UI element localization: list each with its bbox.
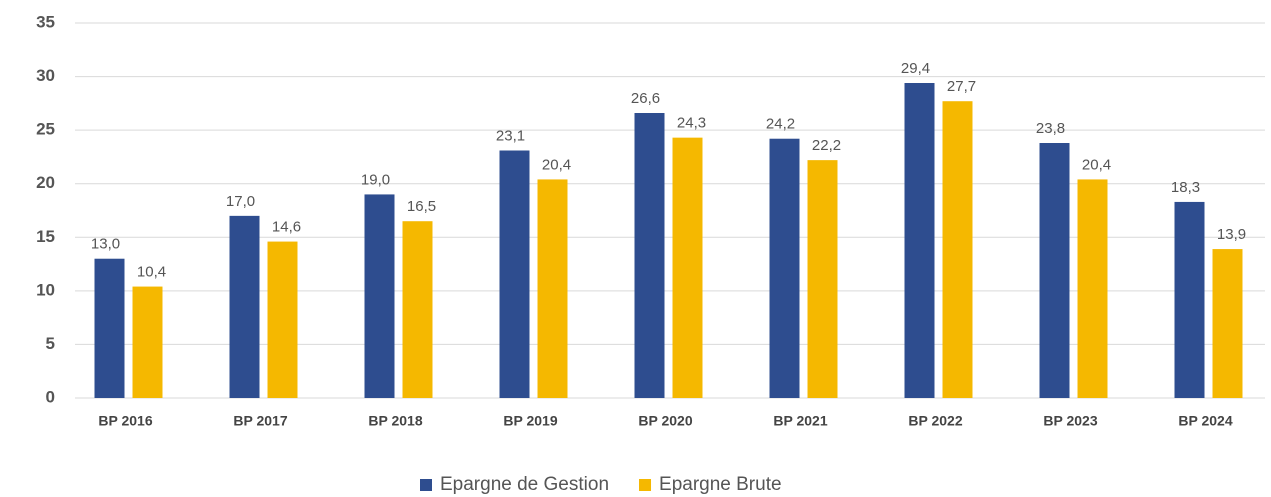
value-label: 10,4	[137, 264, 166, 281]
legend-swatch	[639, 479, 652, 491]
bar	[1039, 143, 1070, 398]
value-label: 18,3	[1171, 179, 1200, 196]
bar	[1212, 249, 1243, 398]
bar	[499, 150, 530, 398]
value-label: 20,4	[1082, 156, 1111, 173]
bar	[132, 286, 163, 398]
value-label: 23,8	[1036, 120, 1065, 137]
value-label: 17,0	[226, 193, 255, 210]
x-tick-label: BP 2019	[503, 413, 557, 429]
y-tick-label: 25	[36, 120, 55, 139]
bar	[229, 215, 260, 398]
bar	[1174, 201, 1205, 398]
legend-label: Epargne de Gestion	[440, 474, 609, 495]
bar	[672, 137, 703, 398]
value-label: 19,0	[361, 171, 390, 188]
bar	[1077, 179, 1108, 398]
y-tick-label: 20	[36, 173, 55, 192]
y-tick-label: 15	[36, 227, 55, 246]
legend-swatch	[420, 479, 432, 491]
x-tick-label: BP 2017	[233, 413, 287, 429]
y-tick-label: 0	[46, 387, 55, 406]
bar	[904, 83, 935, 398]
bar	[402, 221, 433, 398]
x-tick-label: BP 2021	[773, 413, 827, 429]
value-label: 13,0	[91, 236, 120, 253]
value-label: 14,6	[272, 219, 301, 236]
legend-label: Epargne Brute	[659, 474, 782, 495]
value-label: 23,1	[496, 127, 525, 144]
x-tick-label: BP 2018	[368, 413, 422, 429]
y-tick-label: 30	[36, 66, 55, 85]
bar	[807, 160, 838, 398]
value-label: 16,5	[407, 198, 436, 215]
x-tick-label: BP 2024	[1178, 413, 1232, 429]
bar	[634, 113, 665, 398]
value-label: 29,4	[901, 60, 930, 77]
x-tick-label: BP 2016	[98, 413, 152, 429]
y-tick-label: 35	[36, 12, 55, 31]
bar	[537, 179, 568, 398]
y-tick-label: 5	[46, 334, 55, 353]
bar	[364, 194, 395, 398]
value-label: 22,2	[812, 137, 841, 154]
y-tick-label: 10	[36, 280, 55, 299]
bar	[267, 241, 298, 398]
value-label: 13,9	[1217, 226, 1246, 243]
bar	[94, 258, 125, 398]
x-tick-label: BP 2023	[1043, 413, 1097, 429]
value-label: 27,7	[947, 78, 976, 95]
value-label: 26,6	[631, 90, 660, 107]
value-label: 20,4	[542, 156, 571, 173]
value-label: 24,3	[677, 115, 706, 132]
x-tick-label: BP 2022	[908, 413, 962, 429]
value-label: 24,2	[766, 116, 795, 133]
bar	[942, 101, 973, 398]
x-tick-label: BP 2020	[638, 413, 692, 429]
bar	[769, 138, 800, 398]
